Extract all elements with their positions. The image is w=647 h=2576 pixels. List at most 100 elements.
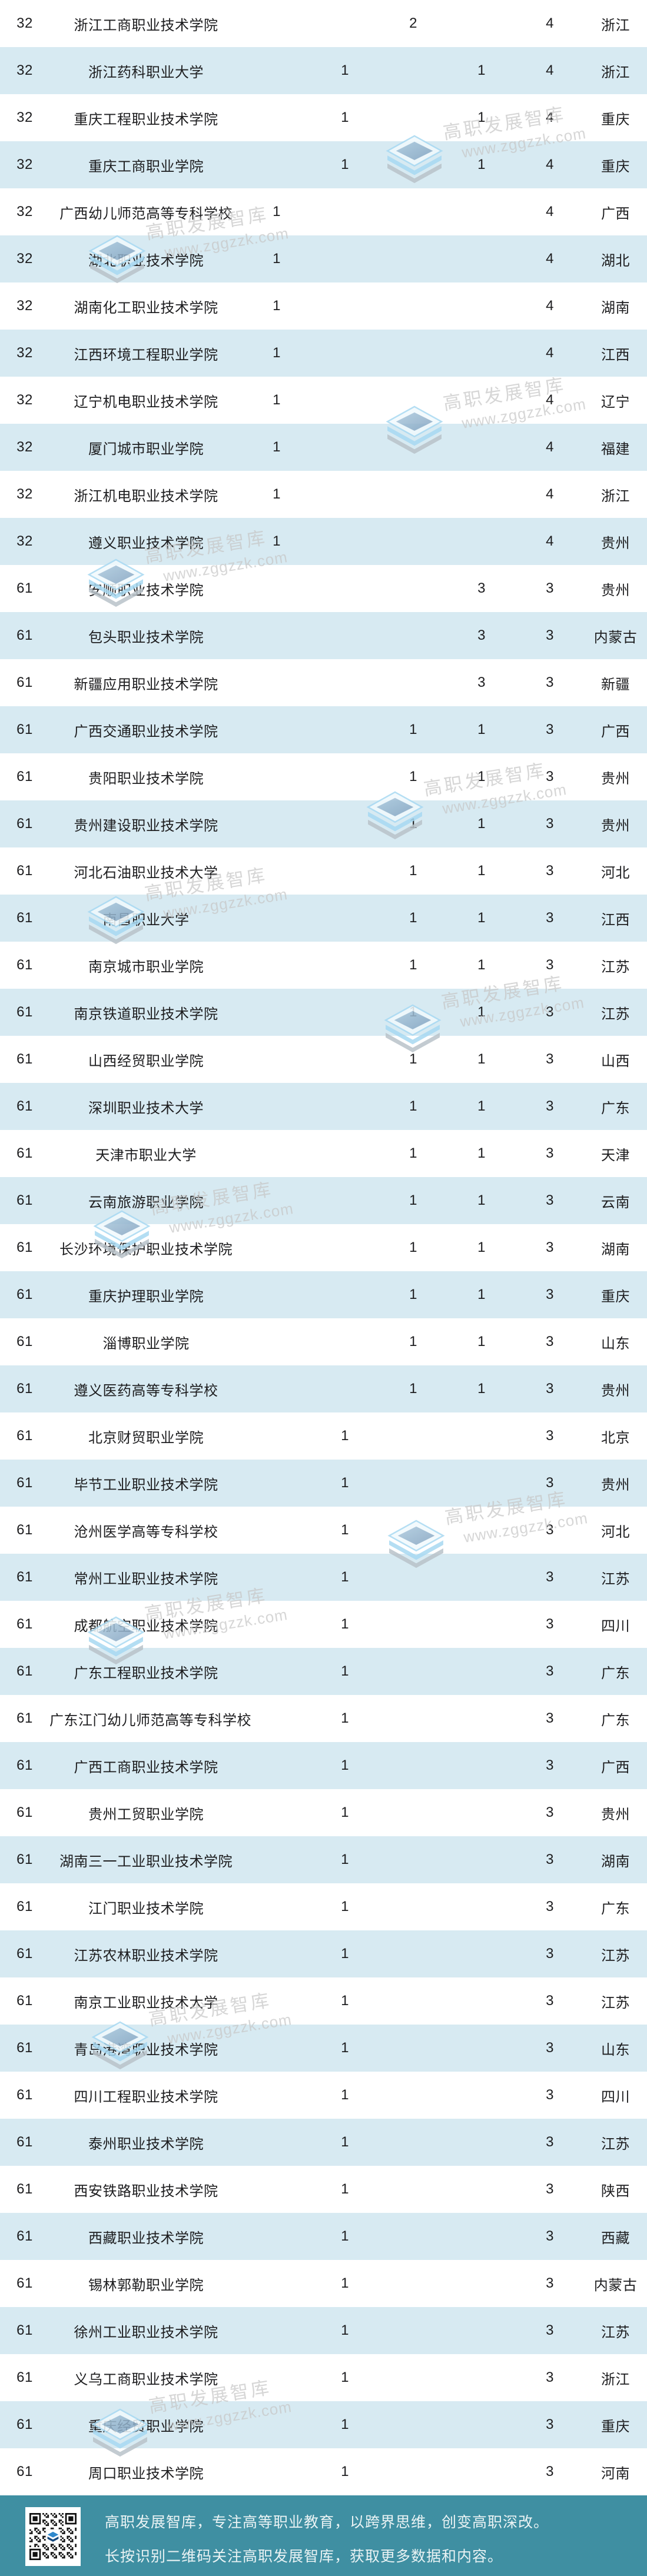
cell-rank: 61 [16, 1710, 33, 1726]
cell-rank: 61 [16, 1051, 33, 1067]
cell-c2: 1 [341, 1852, 349, 1867]
table-row: 32 江西环境工程职业学院 1 4 江西 [0, 330, 647, 377]
cell-province: 广东 [601, 1100, 630, 1116]
cell-total: 3 [546, 722, 554, 737]
cell-name: 重庆工商职业学院 [88, 158, 204, 175]
cell-name: 江苏农林职业技术学院 [74, 1947, 218, 1964]
table-row: 61 常州工业职业技术学院 1 3 江苏 [0, 1554, 647, 1601]
cell-c1: 1 [273, 392, 281, 408]
cell-c2: 1 [341, 1804, 349, 1820]
cell-name: 毕节工业职业技术学院 [74, 1477, 218, 1493]
cell-total: 4 [546, 486, 554, 502]
table-row: 61 沧州医学高等专科学校 1 3 河北 [0, 1507, 647, 1554]
cell-rank: 61 [16, 769, 33, 785]
cell-c1: 1 [273, 439, 281, 455]
cell-c3: 1 [409, 769, 417, 785]
cell-total: 3 [546, 1475, 554, 1491]
cell-name: 南京工业职业技术大学 [74, 1995, 218, 2011]
cell-province: 江苏 [601, 959, 630, 975]
cell-name: 泰州职业技术学院 [88, 2136, 204, 2152]
cell-province: 贵州 [601, 770, 630, 787]
cell-province: 重庆 [601, 2418, 630, 2435]
cell-province: 江苏 [601, 1006, 630, 1022]
cell-province: 西藏 [601, 2230, 630, 2246]
cell-name: 厦门城市职业学院 [88, 441, 204, 457]
cell-province: 浙江 [601, 488, 630, 504]
cell-c2: 1 [341, 1946, 349, 1962]
cell-province: 贵州 [601, 1477, 630, 1493]
cell-name: 广东工程职业技术学院 [74, 1665, 218, 1681]
cell-name: 西藏职业技术学院 [88, 2230, 204, 2246]
cell-c4: 1 [477, 957, 486, 973]
cell-c4: 1 [477, 722, 486, 737]
table-row: 61 义乌工商职业技术学院 1 3 浙江 [0, 2354, 647, 2401]
cell-c4: 3 [477, 580, 486, 596]
cell-name: 湖南化工职业技术学院 [74, 300, 218, 316]
table-row: 61 广西工商职业技术学院 1 3 广西 [0, 1742, 647, 1789]
cell-province: 广西 [601, 205, 630, 222]
table-row: 32 厦门城市职业学院 1 4 福建 [0, 424, 647, 471]
cell-c4: 1 [477, 157, 486, 172]
cell-name: 安顺职业技术学院 [88, 582, 204, 599]
footer-qr-hint: 长按识别二维码关注高职发展智库，获取更多数据和内容。 [105, 2548, 503, 2565]
cell-c2: 1 [341, 1428, 349, 1444]
cell-rank: 32 [16, 157, 33, 172]
cell-c4: 3 [477, 674, 486, 690]
cell-c2: 1 [341, 109, 349, 125]
cell-total: 3 [546, 1334, 554, 1350]
cell-province: 福建 [601, 441, 630, 457]
cell-total: 3 [546, 674, 554, 690]
cell-name: 贵州工贸职业学院 [88, 1806, 204, 1823]
cell-rank: 61 [16, 1946, 33, 1962]
cell-name: 锡林郭勒职业学院 [88, 2277, 204, 2294]
cell-c3: 1 [409, 1334, 417, 1350]
table-row: 32 重庆工程职业技术学院 1 1 4 重庆 [0, 94, 647, 141]
cell-total: 3 [546, 2228, 554, 2244]
cell-name: 浙江机电职业技术学院 [74, 488, 218, 504]
cell-rank: 61 [16, 1852, 33, 1867]
cell-name: 新疆应用职业技术学院 [74, 676, 218, 693]
cell-total: 4 [546, 533, 554, 549]
cell-rank: 32 [16, 298, 33, 314]
cell-province: 湖南 [601, 1241, 630, 1258]
table-row: 32 湖南化工职业技术学院 1 4 湖南 [0, 282, 647, 330]
cell-c2: 1 [341, 2322, 349, 2338]
cell-c3: 1 [409, 1004, 417, 1020]
cell-rank: 61 [16, 1475, 33, 1491]
cell-c1: 1 [273, 204, 281, 220]
cell-name: 贵州建设职业技术学院 [74, 817, 218, 834]
cell-c4: 1 [477, 1381, 486, 1397]
cell-name: 河北石油职业技术大学 [74, 865, 218, 881]
cell-c2: 1 [341, 1663, 349, 1679]
cell-name: 周口职业技术学院 [88, 2465, 204, 2482]
cell-total: 4 [546, 109, 554, 125]
table-row: 61 山西经贸职业学院 1 1 3 山西 [0, 1036, 647, 1083]
cell-c2: 1 [341, 1710, 349, 1726]
cell-c2: 1 [341, 2369, 349, 2385]
cell-province: 贵州 [601, 535, 630, 551]
table-row: 61 泰州职业技术学院 1 3 江苏 [0, 2119, 647, 2166]
cell-c1: 1 [273, 345, 281, 361]
table-row: 32 湖北职业技术学院 1 4 湖北 [0, 235, 647, 282]
table-row: 61 江苏农林职业技术学院 1 3 江苏 [0, 1930, 647, 1977]
cell-c4: 1 [477, 863, 486, 879]
cell-rank: 61 [16, 1663, 33, 1679]
cell-total: 3 [546, 1004, 554, 1020]
cell-rank: 61 [16, 1287, 33, 1302]
cell-name: 长沙环境保护职业技术学院 [59, 1241, 233, 1258]
cell-c4: 1 [477, 109, 486, 125]
footer-tagline: 高职发展智库，专注高等职业教育，以跨界思维，创变高职深改。 [105, 2514, 549, 2531]
cell-rank: 61 [16, 1804, 33, 1820]
cell-total: 3 [546, 1145, 554, 1161]
table-row: 61 深圳职业技术大学 1 1 3 广东 [0, 1083, 647, 1130]
cell-name: 江门职业技术学院 [88, 1900, 204, 1917]
table-row: 32 遵义职业技术学院 1 4 贵州 [0, 518, 647, 565]
cell-name: 湖南三一工业职业技术学院 [59, 1853, 233, 1870]
cell-province: 贵州 [601, 817, 630, 834]
table-row: 61 重庆经贸职业学院 1 3 重庆 [0, 2401, 647, 2448]
cell-total: 3 [546, 2369, 554, 2385]
cell-province: 浙江 [601, 17, 630, 34]
cell-rank: 32 [16, 109, 33, 125]
cell-name: 浙江药科职业大学 [88, 64, 204, 81]
cell-name: 重庆护理职业学院 [88, 1288, 204, 1305]
